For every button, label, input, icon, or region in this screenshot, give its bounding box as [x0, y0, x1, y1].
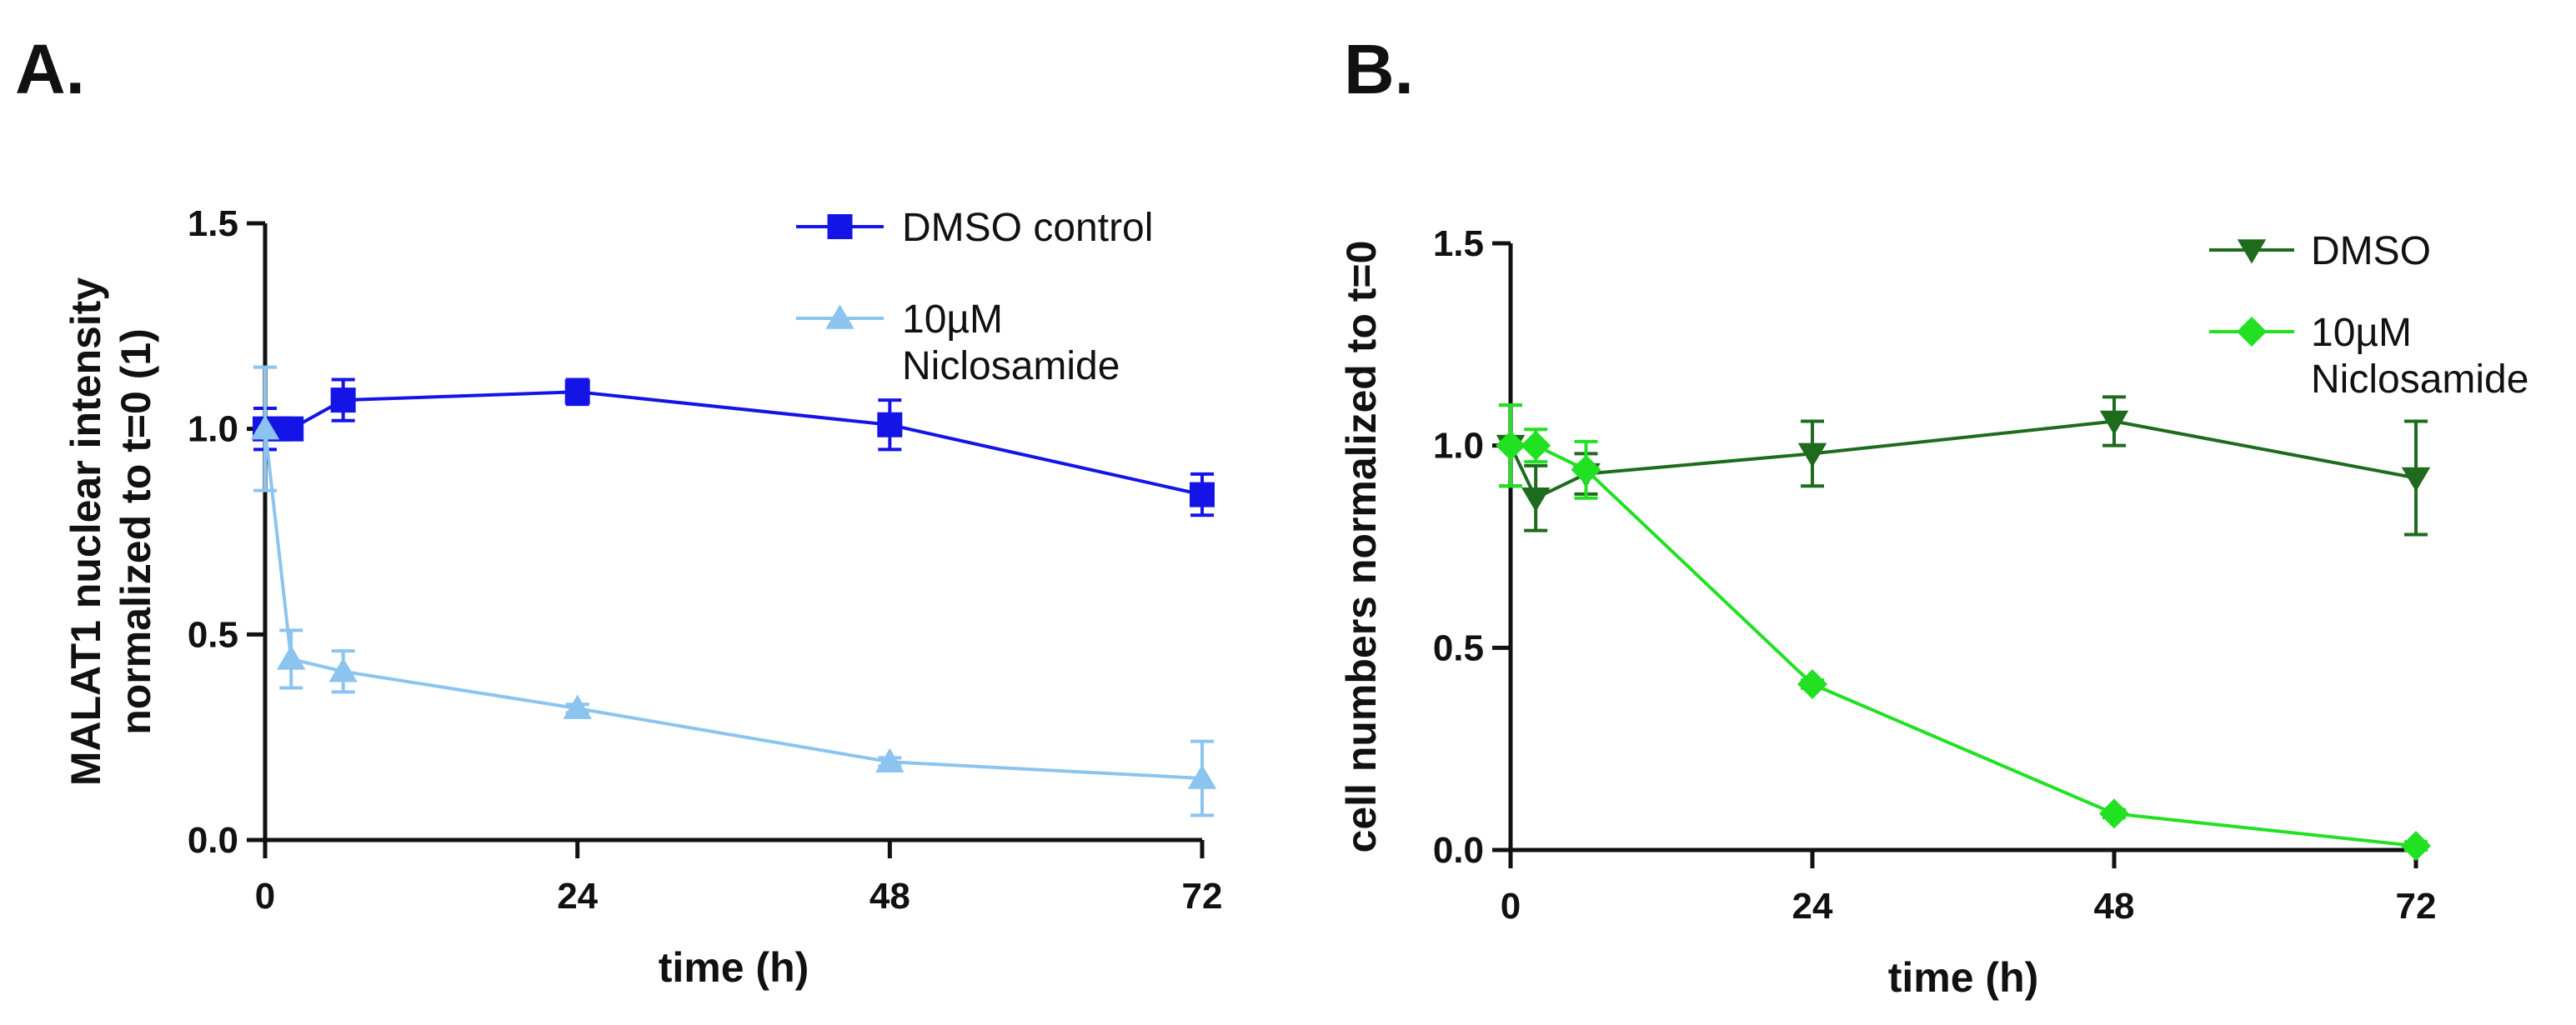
- series-1: [1496, 395, 2431, 537]
- x-tick-label: 48: [870, 876, 910, 917]
- x-tick-label: 0: [255, 876, 275, 917]
- data-point: [1496, 430, 1526, 461]
- data-point: [1521, 430, 1551, 461]
- panel-label: A.: [15, 30, 85, 108]
- legend-marker: [2237, 239, 2267, 264]
- x-axis-title: time (h): [659, 944, 809, 991]
- data-point: [2401, 467, 2431, 492]
- data-point: [564, 379, 590, 405]
- legend-marker: [2237, 317, 2267, 347]
- data-point: [1190, 482, 1215, 508]
- series-2: [250, 365, 1217, 818]
- y-tick-label: 1.0: [188, 409, 238, 450]
- x-tick-label: 72: [2396, 886, 2437, 927]
- series-line: [265, 390, 1203, 497]
- x-axis-title: time (h): [1888, 954, 2039, 1001]
- series-line: [1511, 443, 2417, 848]
- data-point: [563, 694, 592, 719]
- data-point: [1521, 488, 1551, 512]
- data-point: [276, 645, 306, 670]
- x-tick-label: 72: [1182, 876, 1223, 917]
- y-axis-title: normalized to t=0 (1): [113, 328, 159, 735]
- series-1: [253, 378, 1215, 518]
- y-tick-label: 0.0: [1433, 830, 1484, 871]
- chart-panel-a: A. 0.0 0.5 1.0 1.5 0 24 48 72 time (h) MALAT1 nucl…: [15, 30, 1222, 991]
- data-point: [875, 748, 905, 773]
- legend-label: DMSO control: [902, 206, 1153, 250]
- legend-label: DMSO: [2311, 229, 2431, 273]
- panel-label: B.: [1344, 30, 1414, 108]
- data-point: [250, 415, 280, 440]
- x-tick-label: 48: [2094, 886, 2135, 927]
- legend-entry-1: DMSO: [2209, 229, 2431, 273]
- data-point: [877, 412, 903, 438]
- y-tick-label: 0.0: [188, 820, 238, 861]
- legend-label: 10µM: [2311, 311, 2412, 355]
- legend-marker: [827, 214, 853, 239]
- y-tick-label: 1.5: [188, 203, 238, 244]
- x-tick-label: 24: [557, 876, 598, 917]
- series-line: [263, 428, 1203, 780]
- x-tick-label: 0: [1501, 886, 1521, 927]
- y-tick-label: 1.0: [1433, 426, 1484, 467]
- data-point: [330, 388, 356, 413]
- y-axis-title: MALAT1 nuclear intensity: [63, 278, 109, 786]
- data-point: [1797, 669, 1827, 700]
- series-line: [1509, 419, 2417, 501]
- y-tick-label: 0.5: [1433, 628, 1484, 668]
- legend-label: Niclosamide: [2311, 358, 2528, 402]
- y-tick-label: 0.5: [188, 614, 238, 655]
- data-point: [1797, 442, 1827, 468]
- data-point: [328, 658, 358, 682]
- data-point: [2099, 410, 2129, 436]
- series-2: [1496, 403, 2431, 862]
- y-tick-label: 1.5: [1433, 223, 1484, 264]
- legend-entry-1: DMSO control: [796, 206, 1153, 250]
- data-point: [2099, 798, 2129, 829]
- legend-label: 10µM: [902, 298, 1003, 342]
- legend-marker: [825, 304, 854, 329]
- legend-label: Niclosamide: [902, 344, 1120, 388]
- data-point: [278, 416, 304, 442]
- data-point: [1571, 454, 1601, 485]
- data-point: [1187, 764, 1217, 789]
- y-axis-title: cell numbers normalized to t=0: [1338, 241, 1385, 853]
- data-point: [2401, 831, 2431, 862]
- x-tick-label: 24: [1792, 886, 1833, 927]
- chart-panel-b: B. 0.0 0.5 1.0 1.5 0 24 48 72 time (h) cell number…: [1338, 30, 2528, 1001]
